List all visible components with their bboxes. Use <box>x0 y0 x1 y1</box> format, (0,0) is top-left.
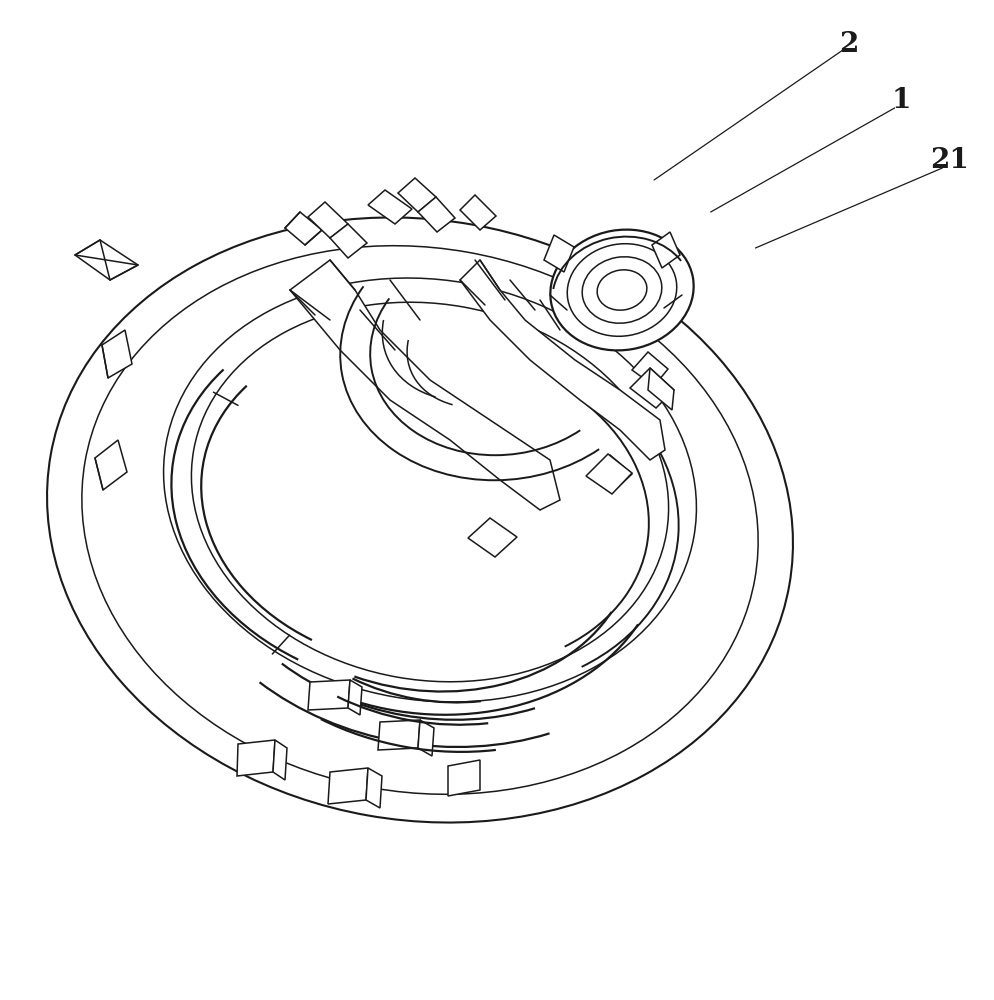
Polygon shape <box>273 740 287 780</box>
Text: 2: 2 <box>839 30 859 57</box>
Polygon shape <box>308 202 348 238</box>
Polygon shape <box>448 760 480 796</box>
Polygon shape <box>285 212 322 245</box>
Polygon shape <box>368 190 412 224</box>
Polygon shape <box>468 518 517 557</box>
Polygon shape <box>648 368 674 410</box>
Polygon shape <box>330 224 367 258</box>
Polygon shape <box>630 368 674 408</box>
Polygon shape <box>418 197 455 232</box>
Polygon shape <box>366 768 382 808</box>
Polygon shape <box>592 455 632 490</box>
Polygon shape <box>308 680 350 710</box>
Text: 1: 1 <box>892 88 911 114</box>
Polygon shape <box>328 768 368 804</box>
Polygon shape <box>544 235 574 272</box>
Polygon shape <box>418 720 434 756</box>
Polygon shape <box>652 232 680 268</box>
Text: 21: 21 <box>930 146 968 174</box>
Polygon shape <box>586 454 632 494</box>
Polygon shape <box>95 440 127 490</box>
Polygon shape <box>398 178 436 212</box>
Polygon shape <box>632 352 668 386</box>
Polygon shape <box>237 740 275 776</box>
Ellipse shape <box>551 230 694 350</box>
Polygon shape <box>348 680 362 715</box>
Polygon shape <box>290 260 560 510</box>
Polygon shape <box>613 248 649 283</box>
Polygon shape <box>378 720 420 750</box>
Polygon shape <box>102 330 132 378</box>
Polygon shape <box>75 240 138 280</box>
Polygon shape <box>460 260 665 460</box>
Polygon shape <box>460 195 496 230</box>
